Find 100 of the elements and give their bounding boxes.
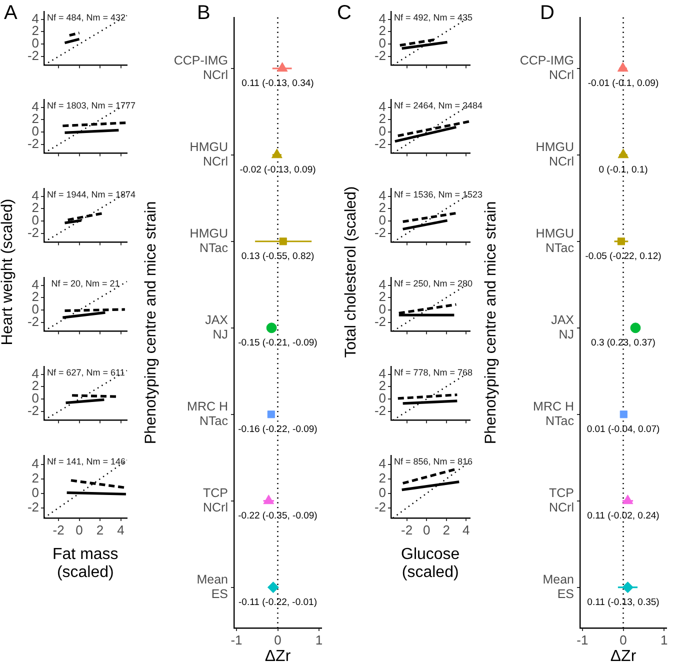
x-tick-label: -2 [401,522,413,537]
y-tick-label: TCP NCrl [203,486,228,514]
y-tick-label: 2 [378,470,386,486]
annotation: Nf = 484, Nm = 432 [47,12,126,22]
data-label: 0 (-0.1, 0.1) [598,164,648,176]
y-tick-label: 4 [378,456,386,471]
x-tick-label: 0 [76,522,83,537]
x-tick-label: 4 [117,522,124,537]
x-tick-label: 1 [660,632,668,648]
y-tick-label: 4 [378,276,386,292]
y-tick-label: -2 [374,402,386,418]
x-tick-label: 1 [315,632,323,648]
y-tick-label: 0 [378,212,386,228]
y-tick-label: 4 [32,456,39,471]
data-label: 0.11 (-0.13, 0.35) [587,596,660,608]
annotation: Nf = 492, Nm = 435 [394,12,473,22]
y-axis-title: Phenotyping centre and mice strain [142,201,160,444]
data-label: -0.11 (-0.22, -0.01) [238,596,318,608]
annotation: Nf = 627, Nm = 611 [47,366,125,377]
y-tick-label: -2 [374,136,386,152]
chart-title: B [197,2,210,25]
y-tick-label: 2 [378,22,386,38]
x-axis-title: Fat mass (scaled) [52,546,118,582]
x-tick-label: 0 [620,632,627,648]
annotation: Nf = 20, Nm = 21 [51,278,120,288]
x-axis-title: ΔZr [264,648,292,665]
y-tick-label: JAX NJ [551,313,575,342]
y-tick-label: -2 [27,402,39,418]
y-tick-label: -2 [374,498,386,514]
annotation: Nf = 141, Nm = 146 [47,456,126,466]
x-tick-label: -1 [230,632,242,648]
y-tick-label: TCP NCrl [549,486,574,514]
chart-title: A [4,2,18,24]
data-label: -0.05 (-0.22, 0.12) [585,251,662,262]
data-label: 0.11 (-0.02, 0.24) [587,510,660,522]
annotation: Nf = 856, Nm = 816 [394,456,473,466]
y-tick-label: -2 [27,225,39,240]
x-axis-title: ΔZr [610,648,637,665]
y-tick-label: 4 [378,188,386,203]
annotation: Nf = 1944, Nm = 1874 [47,189,136,200]
y-tick-label: 0 [32,390,39,406]
annotation: Nf = 1803, Nm = 1777 [47,100,136,111]
y-tick-label: 2 [32,470,39,486]
data-label: -0.15 (-0.21, -0.09) [238,338,318,348]
y-tick-label: HMGU NCrl [536,140,574,169]
y-axis-title: Total cholesterol (scaled) [342,186,360,358]
y-tick-label: 2 [32,289,39,304]
y-tick-label: 2 [378,289,386,304]
data-label: 0.3 (0.23, 0.37) [591,338,656,348]
x-tick-label: 2 [96,522,104,537]
x-tick-label: -2 [52,522,64,537]
y-tick-label: CCP-IMG NCrl [520,54,574,82]
y-tick-label: 4 [32,276,39,292]
y-tick-label: JAX NJ [205,313,229,342]
y-axis-title: Phenotyping centre and mice strain [482,201,500,444]
data-label: -0.16 (-0.22, -0.09) [238,424,318,435]
y-tick-label: -2 [27,48,39,63]
y-tick-label: 4 [32,10,39,26]
y-tick-label: HMGU NCrl [190,140,228,169]
y-tick-label: Mean ES [196,572,228,601]
data-label: -0.02 (-0.13, 0.09) [240,164,316,176]
data-label: -0.22 (-0.35, -0.09) [238,510,318,522]
annotation: Nf = 2464, Nm = 2484 [394,100,483,111]
y-tick-label: -2 [27,136,39,152]
y-tick-label: 0 [32,484,39,500]
y-tick-label: CCP-IMG NCrl [174,54,228,82]
x-tick-label: 2 [442,522,450,537]
y-tick-label: 0 [32,35,39,50]
y-tick-label: -2 [374,48,386,63]
y-tick-label: Mean ES [542,572,574,601]
y-tick-label: 4 [32,188,39,203]
y-tick-label: 4 [378,99,386,114]
y-tick-label: -2 [374,225,386,240]
y-tick-label: 2 [378,200,386,216]
x-axis-title: Glucose (scaled) [401,546,460,582]
y-tick-label: 0 [378,484,386,500]
y-tick-label: -2 [27,498,39,514]
y-tick-label: 0 [378,390,386,406]
annotation: Nf = 778, Nm = 768 [394,366,473,377]
y-tick-label: 4 [32,99,39,114]
x-tick-label: 4 [462,522,470,537]
y-tick-label: MRC H NTac [187,400,228,428]
x-tick-label: 0 [274,632,282,648]
y-tick-label: HMGU NTac [536,226,574,256]
y-tick-label: 2 [32,200,39,216]
y-tick-label: 0 [32,212,39,228]
chart-title: C [337,2,352,24]
data-label: -0.01 (-0.1, 0.09) [588,78,659,90]
data-label: 0.11 (-0.13, 0.34) [242,78,314,90]
y-tick-label: HMGU NTac [190,226,228,256]
y-axis-title: Heart weight (scaled) [0,199,18,346]
chart-title: D [540,2,554,25]
x-tick-label: 0 [422,522,430,537]
y-tick-label: 4 [378,10,386,26]
data-label: 0.13 (-0.55, 0.82) [241,251,314,262]
x-tick-label: -1 [576,632,588,648]
y-tick-label: MRC H NTac [533,400,574,428]
y-tick-label: 0 [378,35,386,50]
data-label: 0.01 (-0.04, 0.07) [586,424,660,435]
annotation: Nf = 1536, Nm = 1523 [394,189,483,200]
